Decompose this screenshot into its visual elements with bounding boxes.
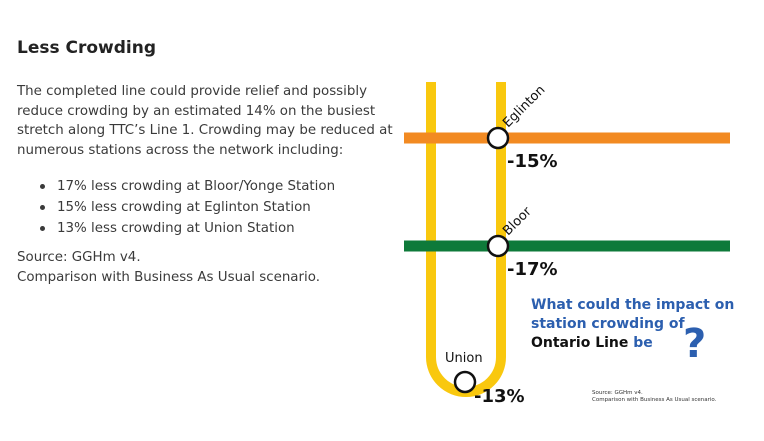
section-title: Less Crowding — [17, 38, 157, 58]
list-item: 13% less crowding at Union Station — [40, 218, 335, 239]
eglinton-station-label: Eglinton — [500, 83, 548, 131]
crowding-list: 17% less crowding at Bloor/Yonge Station… — [40, 176, 335, 239]
bloor-change-value: -17% — [507, 259, 558, 280]
ontario-line-label: Ontario Line — [531, 335, 628, 351]
bloor-station-marker — [486, 234, 510, 258]
union-station-label: Union — [445, 351, 483, 366]
list-item: 15% less crowding at Eglinton Station — [40, 197, 335, 218]
eglinton-station-marker — [486, 126, 510, 150]
question-mark-icon: ? — [683, 321, 706, 367]
union-station-marker — [453, 370, 477, 394]
source-note: Source: GGHm v4. Comparison with Busines… — [17, 248, 320, 288]
graphic-comparison-line: Comparison with Business As Usual scenar… — [592, 397, 717, 403]
list-item: 17% less crowding at Bloor/Yonge Station — [40, 176, 335, 197]
question-line-1: What could the impact on — [531, 297, 734, 313]
intro-paragraph: The completed line could provide relief … — [17, 84, 393, 158]
question-line-3-rest: be — [628, 335, 652, 351]
question-line-3: Ontario Line be — [531, 335, 653, 351]
line1-track — [426, 82, 506, 397]
comparison-line: Comparison with Business As Usual scenar… — [17, 270, 320, 285]
graphic-source-line: Source: GGHm v4. — [592, 390, 643, 396]
union-change-value: -13% — [474, 386, 525, 407]
eglinton-change-value: -15% — [507, 151, 558, 172]
question-line-2: station crowding of — [531, 316, 685, 332]
source-line: Source: GGHm v4. — [17, 250, 141, 265]
